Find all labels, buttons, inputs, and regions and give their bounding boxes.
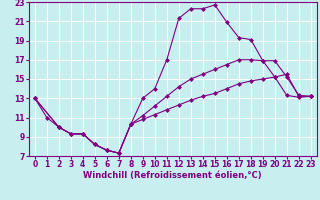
X-axis label: Windchill (Refroidissement éolien,°C): Windchill (Refroidissement éolien,°C): [84, 171, 262, 180]
